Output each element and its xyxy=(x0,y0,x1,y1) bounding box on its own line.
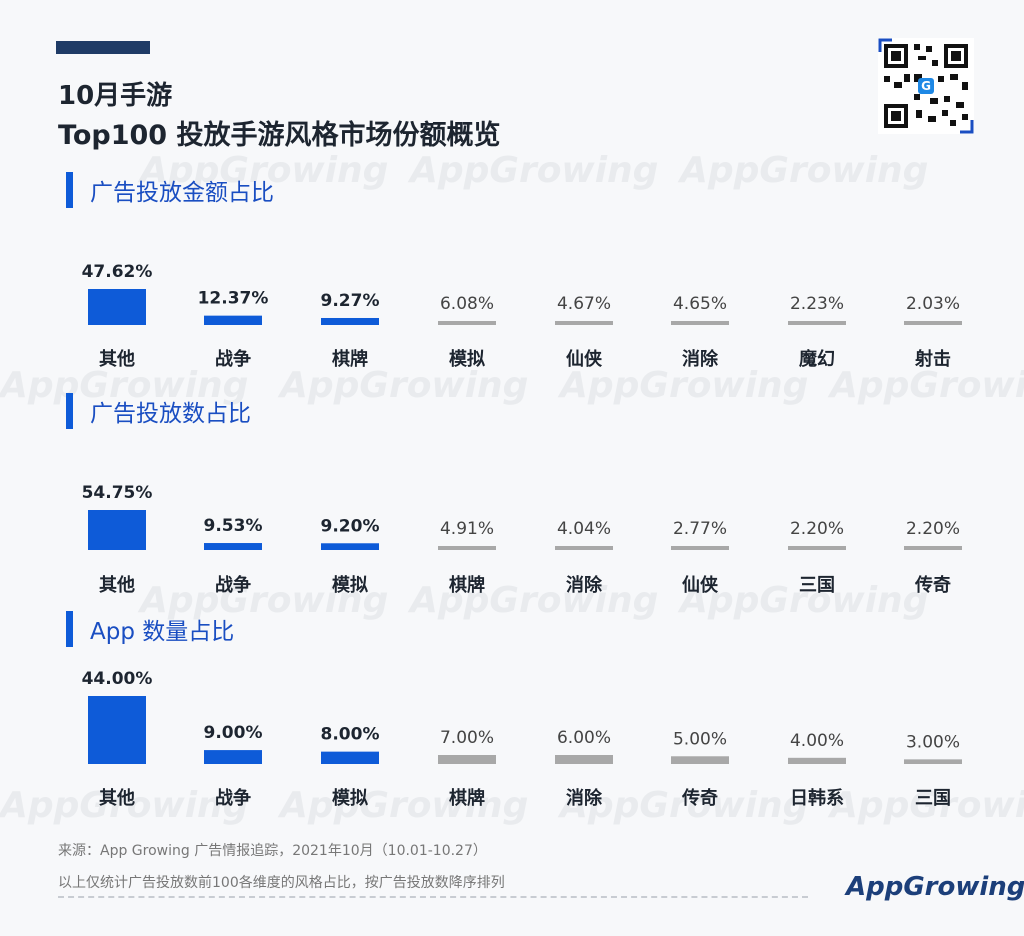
bar-0-3 xyxy=(438,321,496,325)
watermark: AppGrowing xyxy=(140,150,389,191)
watermark: AppGrowing xyxy=(830,785,1024,826)
bar-1-7 xyxy=(904,546,962,550)
value-label: 4.65% xyxy=(673,294,727,314)
bar-0-0 xyxy=(88,289,146,325)
footer-divider xyxy=(58,896,808,898)
value-label: 5.00% xyxy=(673,729,727,749)
value-label: 2.23% xyxy=(790,294,844,314)
section-accent-bar xyxy=(66,393,73,429)
value-label: 2.77% xyxy=(673,519,727,539)
bar-2-6 xyxy=(788,757,846,764)
method-note: 以上仅统计广告投放数前100各维度的风格占比，按广告投放数降序排列 xyxy=(58,875,505,891)
value-label: 2.20% xyxy=(790,519,844,539)
brand-logo: AppGrowing xyxy=(846,872,1024,902)
value-label: 7.00% xyxy=(440,728,494,748)
section-accent-bar xyxy=(66,611,73,647)
bar-1-4 xyxy=(555,546,613,550)
value-label: 44.00% xyxy=(82,669,153,689)
bar-0-4 xyxy=(555,321,613,325)
bar-2-7 xyxy=(904,759,962,764)
watermark: AppGrowing xyxy=(280,785,529,826)
value-label: 3.00% xyxy=(906,732,960,752)
value-label: 9.27% xyxy=(321,291,380,311)
bar-0-2 xyxy=(321,317,379,325)
bar-2-1 xyxy=(204,750,262,764)
value-label: 9.00% xyxy=(204,723,263,743)
watermark: AppGrowing xyxy=(410,150,659,191)
watermark: AppGrowing xyxy=(140,580,389,621)
qr-code-icon: G xyxy=(878,38,974,134)
value-label: 4.67% xyxy=(557,294,611,314)
bar-0-7 xyxy=(904,321,962,325)
value-label: 4.04% xyxy=(557,519,611,539)
value-label: 4.00% xyxy=(790,731,844,751)
source-note: 来源：App Growing 广告情报追踪，2021年10月（10.01-10.… xyxy=(58,843,487,859)
bar-2-5 xyxy=(671,756,729,764)
bar-2-4 xyxy=(555,755,613,764)
section-title: App 数量占比 xyxy=(90,619,235,645)
bar-2-2 xyxy=(321,751,379,764)
watermark: AppGrowing xyxy=(280,365,529,406)
value-label: 9.20% xyxy=(321,516,380,536)
value-label: 4.91% xyxy=(440,519,494,539)
watermark: AppGrowing xyxy=(680,580,929,621)
bar-1-3 xyxy=(438,546,496,550)
bar-0-1 xyxy=(204,315,262,325)
watermark: AppGrowing xyxy=(0,785,249,826)
bar-2-3 xyxy=(438,755,496,764)
bar-1-2 xyxy=(321,543,379,550)
value-label: 9.53% xyxy=(204,516,263,536)
section-title: 广告投放金额占比 xyxy=(90,180,274,206)
page-title: 10月手游 xyxy=(58,81,173,111)
value-label: 2.03% xyxy=(906,294,960,314)
value-label: 47.62% xyxy=(82,262,153,282)
watermark: AppGrowing xyxy=(560,365,809,406)
value-label: 54.75% xyxy=(82,483,153,503)
category-label: 其他 xyxy=(99,574,135,596)
value-label: 6.00% xyxy=(557,728,611,748)
value-label: 2.20% xyxy=(906,519,960,539)
section-title: 广告投放数占比 xyxy=(90,401,251,427)
watermark: AppGrowing xyxy=(560,785,809,826)
svg-text:G: G xyxy=(921,79,931,93)
watermark: AppGrowing xyxy=(830,365,1024,406)
section-accent-bar xyxy=(66,172,73,208)
watermark: AppGrowing xyxy=(410,580,659,621)
bar-0-5 xyxy=(671,321,729,325)
page-subtitle: Top100 投放手游风格市场份额概览 xyxy=(58,120,501,151)
bar-1-6 xyxy=(788,546,846,550)
bar-2-0 xyxy=(88,696,146,764)
header-accent-bar xyxy=(56,41,150,54)
watermark: AppGrowing xyxy=(680,150,929,191)
value-label: 6.08% xyxy=(440,294,494,314)
bar-1-1 xyxy=(204,543,262,550)
bar-0-6 xyxy=(788,321,846,325)
value-label: 12.37% xyxy=(198,289,269,309)
bar-1-0 xyxy=(88,510,146,550)
value-label: 8.00% xyxy=(321,725,380,745)
watermark: AppGrowing xyxy=(0,365,249,406)
bar-1-5 xyxy=(671,546,729,550)
